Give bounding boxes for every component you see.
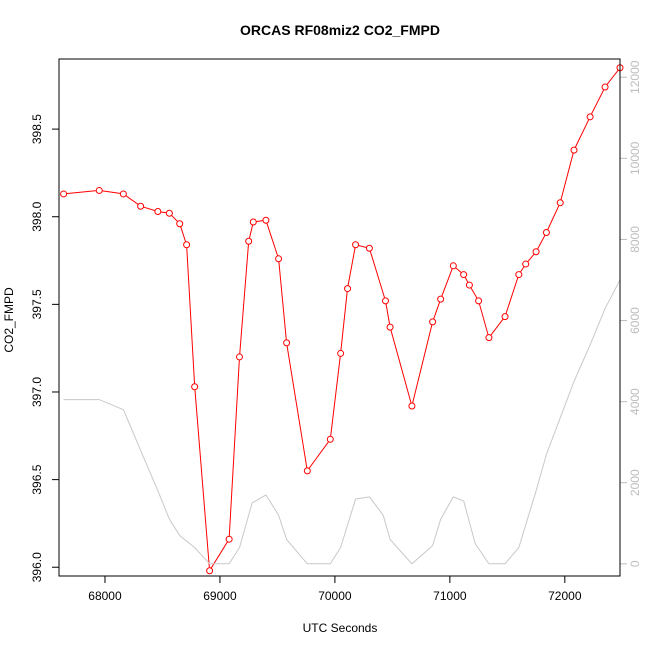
x-tick-label-2: 70000 <box>318 589 352 603</box>
data-point <box>460 271 468 279</box>
data-point <box>522 260 530 268</box>
data-point <box>475 297 483 305</box>
data-point <box>429 318 437 326</box>
y2-tick-label-2: 4000 <box>628 388 642 415</box>
data-point <box>262 216 270 224</box>
series-layer <box>60 64 624 575</box>
data-point <box>249 218 257 226</box>
data-point <box>176 220 184 228</box>
x-axis-label: UTC Seconds <box>303 621 378 635</box>
data-point <box>275 255 283 263</box>
data-point <box>532 248 540 256</box>
data-point <box>303 467 311 475</box>
data-point <box>245 237 253 245</box>
y2-tick-label-1: 2000 <box>628 469 642 496</box>
data-point <box>154 207 162 215</box>
y-tick-label-1: 396.5 <box>30 464 44 494</box>
data-point <box>137 202 145 210</box>
data-point <box>326 435 334 443</box>
data-point <box>485 334 493 342</box>
data-point <box>352 241 360 249</box>
data-point <box>165 209 173 217</box>
y2-tick-label-3: 6000 <box>628 307 642 334</box>
y2-tick-label-6: 12000 <box>628 60 642 94</box>
data-point <box>381 297 389 305</box>
data-point <box>344 285 352 293</box>
y-tick-label-2: 397.0 <box>30 377 44 407</box>
chart-title: ORCAS RF08miz2 CO2_FMPD <box>240 22 440 38</box>
series-line-right <box>63 279 621 565</box>
data-point <box>586 113 594 121</box>
data-point <box>95 186 103 194</box>
data-point <box>542 229 550 237</box>
data-point <box>515 271 523 279</box>
data-point <box>365 244 373 252</box>
x-tick-label-1: 69000 <box>203 589 237 603</box>
data-point <box>501 313 509 321</box>
axes: 68000 69000 70000 71000 72000 396.0 396.5 397.0… <box>30 60 642 603</box>
y-tick-label-3: 397.5 <box>30 289 44 319</box>
data-point <box>449 262 457 270</box>
data-point <box>60 190 68 198</box>
y-axis-label: CO2_FMPD <box>2 287 16 353</box>
data-point <box>283 339 291 347</box>
x-tick-label-3: 71000 <box>433 589 467 603</box>
data-point <box>570 146 578 154</box>
data-point <box>556 199 564 207</box>
y-tick-label-5: 398.5 <box>30 114 44 144</box>
data-point <box>183 241 191 249</box>
data-point <box>601 83 609 91</box>
y2-tick-label-4: 8000 <box>628 226 642 253</box>
data-point <box>408 402 416 410</box>
y-tick-label-4: 398.0 <box>30 201 44 231</box>
data-point <box>465 281 473 289</box>
data-point <box>337 349 345 357</box>
data-point <box>235 353 243 361</box>
y-tick-label-0: 396.0 <box>30 552 44 582</box>
x-tick-label-4: 72000 <box>548 589 582 603</box>
plot-frame <box>58 58 621 577</box>
data-point <box>191 383 199 391</box>
data-point <box>437 295 445 303</box>
data-point <box>386 323 394 331</box>
data-point <box>225 535 233 543</box>
y2-tick-label-0: 0 <box>628 560 642 567</box>
y2-tick-label-5: 10000 <box>628 141 642 175</box>
data-point <box>119 190 127 198</box>
data-point <box>206 567 214 575</box>
x-tick-label-0: 68000 <box>88 589 122 603</box>
